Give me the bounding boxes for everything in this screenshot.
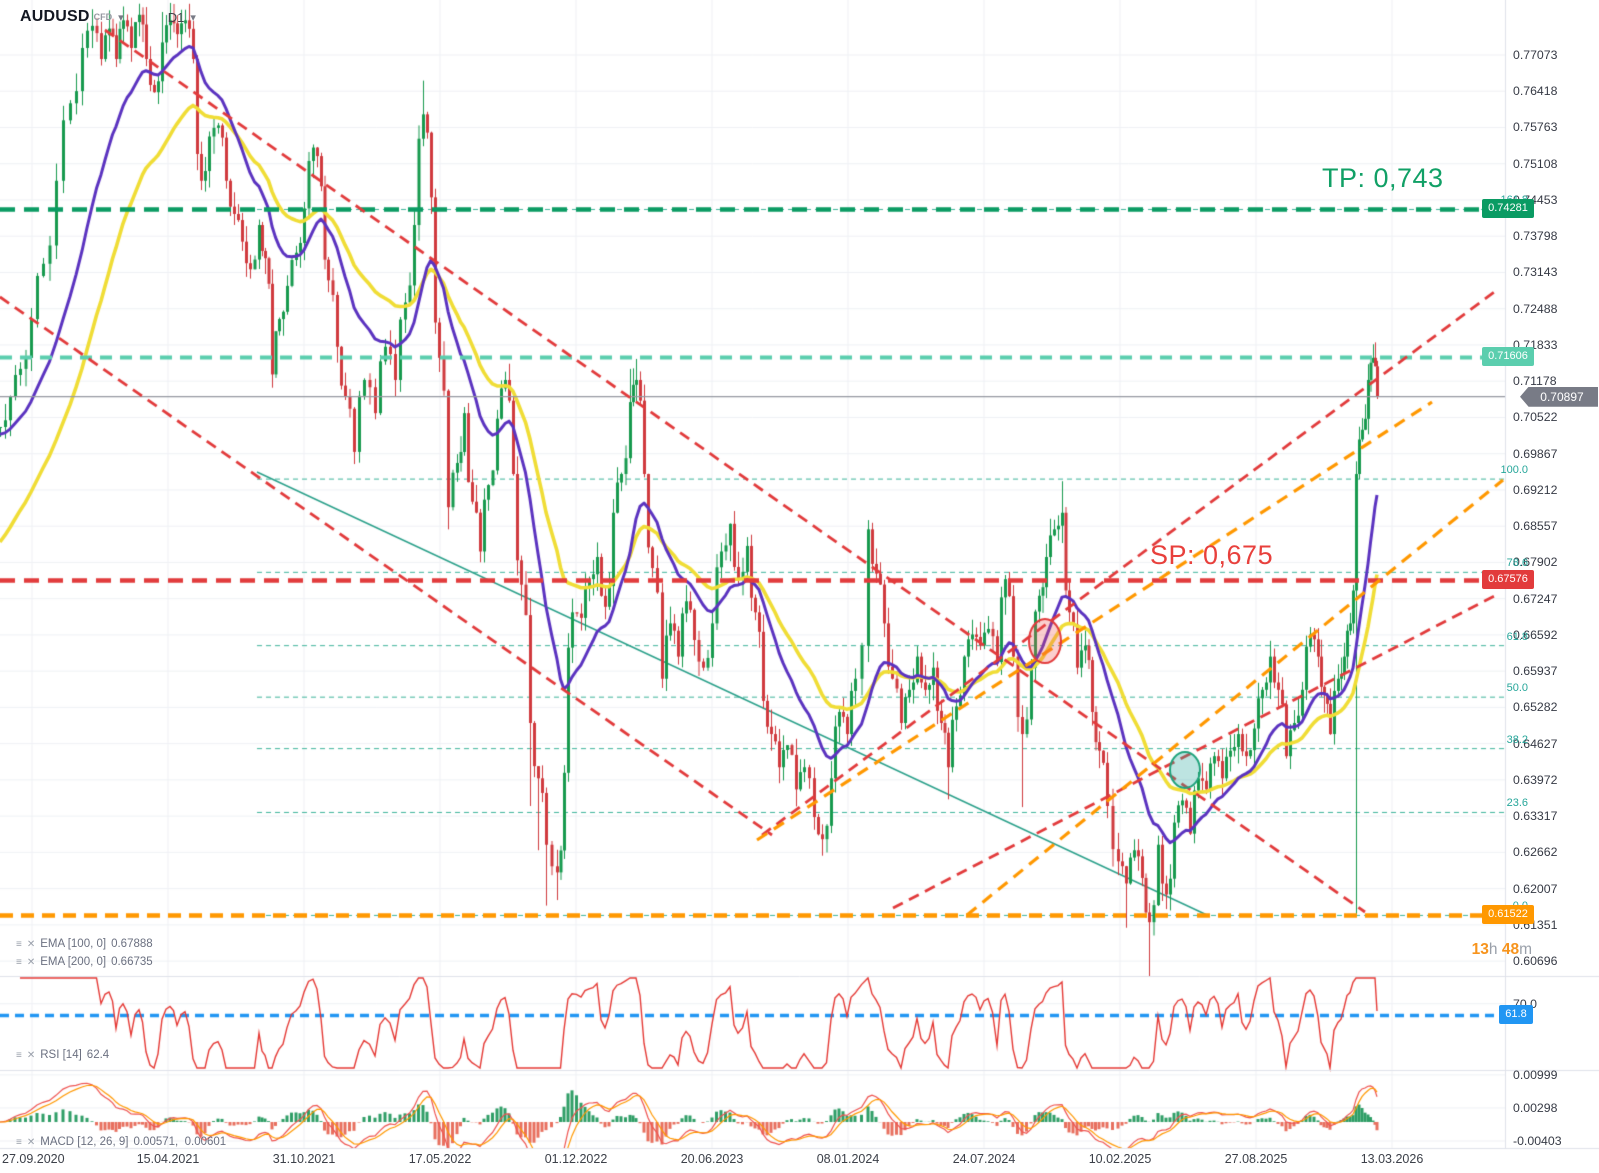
- symbol-dropdown-caret[interactable]: ▾: [118, 11, 124, 24]
- date-label: 31.10.2021: [272, 1152, 336, 1166]
- tp-annotation: TP: 0,743: [1322, 163, 1444, 193]
- price-tick-label: 0.63317: [1513, 809, 1558, 824]
- macd-legend-value: 0.00571, 0.00601: [133, 1136, 227, 1148]
- price-tick-label: 0.67902: [1513, 555, 1558, 570]
- indicator-close-icon[interactable]: ✕: [26, 1136, 36, 1148]
- price-tick-label: 0.65282: [1513, 700, 1558, 715]
- price-tick-label: 0.69212: [1513, 482, 1558, 497]
- price-tick-label: 0.62662: [1513, 845, 1558, 860]
- price-line-badge: 0.67576: [1482, 570, 1534, 590]
- price-tick-label: 0.60696: [1513, 954, 1558, 969]
- price-tick-label: 0.62007: [1513, 881, 1558, 896]
- market-type-label: CFD: [93, 12, 113, 22]
- price-line-badge: 0.74281: [1482, 199, 1534, 219]
- price-tick-label: 0.76418: [1513, 84, 1558, 99]
- date-label: 08.01.2024: [816, 1152, 880, 1166]
- indicator-settings-icon[interactable]: ≡: [16, 956, 22, 968]
- macd-legend: ≡ ✕ MACD [12, 26, 9] 0.00571, 0.00601: [16, 1136, 226, 1148]
- fib-level-label: 23.6: [1506, 797, 1528, 810]
- price-line-badge: 0.61522: [1482, 905, 1534, 925]
- date-label: 17.05.2022: [408, 1152, 472, 1166]
- timeframe-label[interactable]: D1: [167, 9, 185, 25]
- price-tick-label: 0.77073: [1513, 48, 1558, 62]
- indicator-settings-icon[interactable]: ≡: [16, 1136, 22, 1148]
- rsi-level-badge: 61.8: [1499, 1005, 1533, 1025]
- fib-level-label: 50.0: [1506, 682, 1528, 695]
- timeframe-dropdown-caret[interactable]: ▾: [190, 11, 196, 24]
- indicator-settings-icon[interactable]: ≡: [16, 938, 22, 950]
- price-tick-label: 0.75763: [1513, 120, 1558, 135]
- rsi-legend-label: RSI [14]: [40, 1049, 82, 1061]
- ema-100-legend: ≡ ✕ EMA [100, 0] 0.67888: [16, 938, 153, 950]
- sp-annotation: SP: 0,675: [1150, 540, 1274, 570]
- macd-tick-label: 0.00298: [1513, 1100, 1558, 1115]
- rsi-legend: ≡ ✕ RSI [14] 62.4: [16, 1049, 109, 1061]
- price-tick-label: 0.69867: [1513, 446, 1558, 461]
- ema-200-legend: ≡ ✕ EMA [200, 0] 0.66735: [16, 956, 153, 968]
- fib-level-label: 78.6: [1506, 557, 1528, 570]
- date-label: 27.09.2020: [2, 1152, 65, 1166]
- fib-level-label: 61.8: [1506, 630, 1528, 643]
- price-tick-label: 0.75108: [1513, 156, 1558, 171]
- price-line-badge: 0.71606: [1482, 347, 1534, 367]
- macd-legend-label: MACD [12, 26, 9]: [40, 1136, 129, 1148]
- price-tick-label: 0.68557: [1513, 519, 1558, 534]
- current-price-badge: 0.70897: [1520, 386, 1598, 407]
- macd-tick-label: 0.00999: [1513, 1067, 1558, 1082]
- indicator-close-icon[interactable]: ✕: [26, 956, 36, 968]
- price-tick-label: 0.64627: [1513, 736, 1558, 751]
- price-tick-label: 0.66592: [1513, 627, 1558, 642]
- ema-200-legend-label: EMA [200, 0]: [40, 956, 107, 968]
- price-tick-label: 0.72488: [1513, 301, 1558, 316]
- price-tick-label: 0.63972: [1513, 772, 1558, 787]
- fib-level-label: 38.2: [1506, 733, 1528, 746]
- fib-level-label: 100.0: [1500, 464, 1528, 477]
- price-tick-label: 0.71178: [1513, 374, 1557, 389]
- date-label: 15.04.2021: [136, 1152, 200, 1166]
- bar-countdown: 13h 48m: [1471, 941, 1532, 958]
- date-label: 20.06.2023: [680, 1152, 744, 1166]
- date-label: 10.02.2025: [1088, 1152, 1152, 1166]
- ema-200-legend-value: 0.66735: [111, 956, 153, 968]
- indicator-close-icon[interactable]: ✕: [26, 1049, 36, 1061]
- date-label: 01.12.2022: [544, 1152, 608, 1166]
- date-label: 13.03.2026: [1360, 1152, 1424, 1166]
- symbol-name: AUDUSD: [20, 8, 90, 25]
- price-tick-label: 0.73798: [1513, 229, 1558, 244]
- rsi-legend-value: 62.4: [86, 1049, 110, 1061]
- macd-tick-label: -0.00403: [1513, 1134, 1562, 1148]
- ema-100-legend-value: 0.67888: [111, 938, 153, 950]
- indicator-close-icon[interactable]: ✕: [26, 938, 36, 950]
- date-label: 27.08.2025: [1224, 1152, 1288, 1166]
- price-tick-label: 0.67247: [1513, 591, 1558, 606]
- price-tick-label: 0.65937: [1513, 664, 1558, 679]
- indicator-settings-icon[interactable]: ≡: [16, 1049, 22, 1061]
- date-label: 24.07.2024: [952, 1152, 1016, 1166]
- price-tick-label: 0.70522: [1513, 410, 1558, 425]
- ema-100-legend-label: EMA [100, 0]: [40, 938, 107, 950]
- price-tick-label: 0.73143: [1513, 265, 1558, 280]
- chart-header: AUDUSD CFD ▾ D1 ▾: [20, 8, 196, 26]
